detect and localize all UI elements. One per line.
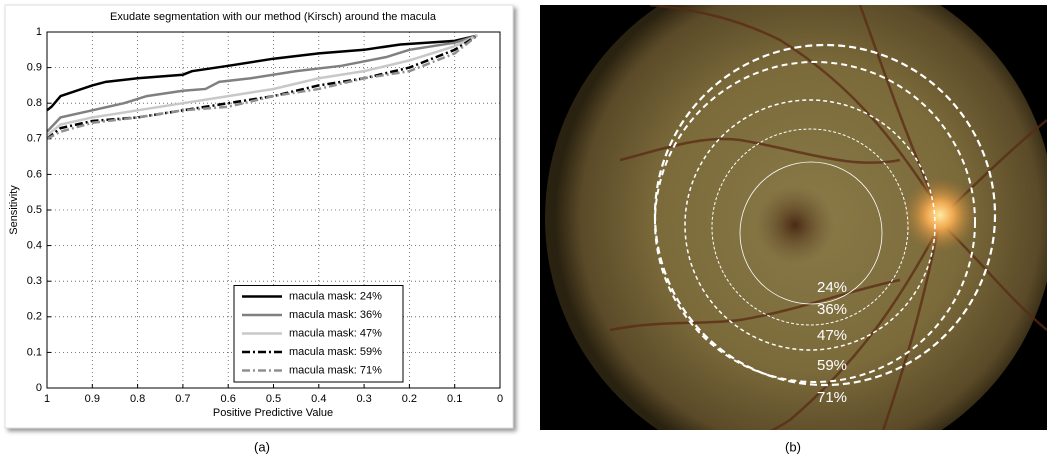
mask-label: 24%	[817, 279, 847, 296]
legend-label: macula mask: 24%	[289, 290, 382, 302]
caption: (a)	[254, 439, 270, 454]
mask-labels: 24% 36% 47% 59% 71%	[817, 279, 847, 406]
y-axis-label: Sensitivity	[8, 185, 20, 235]
x-tick-label: 0.4	[311, 393, 326, 405]
line	[46, 34, 478, 133]
y-tick-label: 0	[36, 382, 42, 394]
y-tick-label: 0.4	[27, 240, 42, 252]
mask-label: 36%	[817, 301, 847, 318]
legend: macula mask: 24% macula mask: 36% macula m…	[233, 285, 404, 383]
vessels	[609, 5, 1047, 430]
line	[46, 34, 479, 140]
x-tick-label: 0.9	[85, 393, 100, 405]
macula	[755, 185, 835, 265]
mask-circles	[653, 43, 997, 387]
x-tick-label: 0.3	[356, 393, 371, 405]
mask-label: 59%	[817, 357, 847, 374]
x-tick-label: 0.2	[402, 393, 417, 405]
x-tick-label: 0.7	[175, 393, 190, 405]
x-tick-label: 1	[44, 393, 50, 405]
legend-label: macula mask: 71%	[289, 364, 382, 376]
line	[46, 34, 478, 112]
y-tick-label: 0.6	[27, 168, 42, 180]
line	[46, 34, 478, 137]
x-axis-label: Positive Predictive Value	[213, 407, 333, 419]
chart-title: Exudate segmentation with our method (Ki…	[110, 11, 437, 23]
legend-label: macula mask: 59%	[289, 346, 382, 358]
y-tick-label: 0.8	[27, 97, 42, 109]
legend-box	[233, 285, 404, 383]
y-tick-label: 0.2	[27, 311, 42, 323]
legend-label: macula mask: 47%	[289, 327, 382, 339]
fundus-image	[540, 5, 1047, 430]
x-tick-label: 0.5	[266, 393, 281, 405]
axes-box	[46, 31, 501, 389]
x-tick-label: 0	[497, 393, 503, 405]
x-tick-label: 0.6	[221, 393, 236, 405]
optic-disc	[902, 177, 978, 253]
mask-label: 47%	[817, 327, 847, 344]
x-tick-label: 0.1	[447, 393, 462, 405]
line	[46, 34, 479, 140]
y-tick-label: 0.5	[27, 204, 42, 216]
mask-label: 71%	[817, 389, 847, 406]
y-tick-label: 1	[36, 26, 42, 38]
y-tick-label: 0.3	[27, 275, 42, 287]
legend-label: macula mask: 36%	[289, 309, 382, 321]
caption: (b)	[785, 439, 801, 454]
x-tick-label: 0.8	[130, 393, 145, 405]
y-tick-label: 0.9	[27, 62, 42, 74]
y-tick-label: 0.1	[27, 346, 42, 358]
y-tick-label: 0.7	[27, 133, 42, 145]
